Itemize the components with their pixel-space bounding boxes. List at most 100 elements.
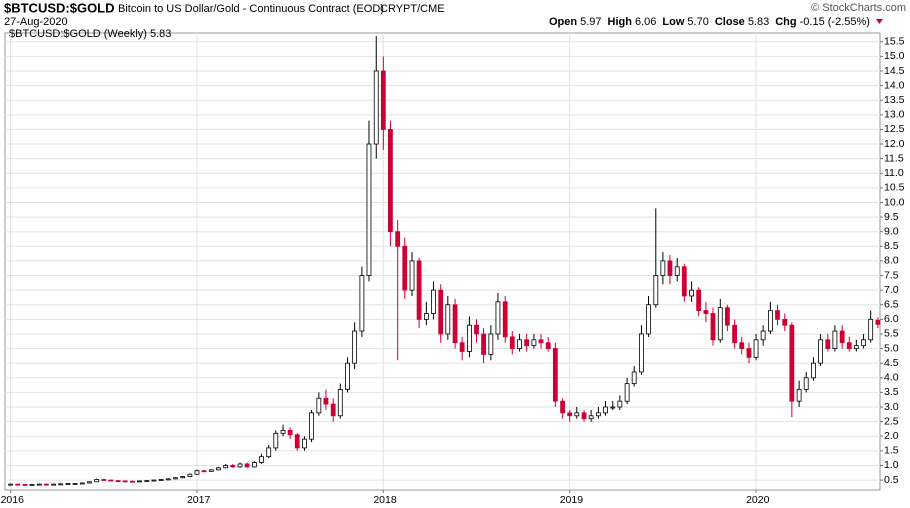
candle-body (474, 324, 479, 335)
candle-body (567, 412, 573, 417)
candle-body (452, 304, 458, 344)
candle-body (72, 483, 78, 485)
y-tick-label: 12.0 (884, 138, 905, 150)
candle-body (29, 484, 35, 486)
candle-body (280, 429, 286, 434)
candle-body (524, 339, 530, 347)
candle-body (165, 478, 171, 481)
candle-body (710, 313, 716, 341)
candle-body (467, 324, 472, 352)
candle-body (603, 406, 608, 414)
y-tick-label: 4.5 (884, 357, 899, 369)
y-tick-label: 11.0 (884, 167, 904, 179)
candle-body (502, 301, 508, 338)
readout-value: 5.70 (687, 16, 708, 28)
candle-body (624, 383, 630, 402)
candle-body (667, 260, 673, 276)
y-tick-label: 9.5 (884, 211, 899, 223)
candle-body (746, 348, 752, 358)
candle-body (495, 301, 501, 335)
candle-body (15, 483, 21, 486)
candle-body (244, 463, 250, 468)
candle-body (115, 480, 121, 483)
candle-body (8, 483, 13, 486)
candle-body (825, 339, 831, 349)
candle-body (689, 289, 694, 297)
candle-body (144, 480, 150, 483)
y-tick-label: 8.5 (884, 240, 899, 252)
candle-body (868, 318, 874, 341)
candle-body (223, 465, 229, 469)
candle-body (732, 324, 738, 344)
y-tick-label: 9.0 (884, 225, 899, 237)
y-tick-label: 2.5 (884, 415, 899, 427)
candle-body (811, 362, 816, 379)
candles (8, 35, 881, 486)
candle-body (215, 467, 221, 471)
candle-body (94, 479, 100, 483)
y-tick-label: 13.5 (884, 94, 905, 106)
symbol: $BTCUSD:$GOLD (4, 0, 115, 15)
candle-body (696, 289, 702, 311)
candle-body (22, 484, 28, 486)
x-tick-label: 2020 (746, 494, 770, 506)
candle-body (610, 406, 616, 409)
x-tick-label: 2017 (187, 494, 211, 506)
y-tick-label: 15.0 (884, 50, 905, 62)
y-tick-label: 6.0 (884, 313, 899, 325)
candle-body (818, 339, 823, 364)
readout-label: Open (549, 16, 577, 28)
candle-body (337, 389, 343, 417)
candle-body (617, 400, 623, 408)
candle-body (180, 476, 186, 479)
readout-label: High (608, 16, 633, 28)
candle-body (846, 342, 852, 349)
candle-body (538, 339, 544, 344)
plot-frame (4, 32, 881, 491)
x-tick-label: 2016 (1, 494, 25, 506)
readout-label: Close (715, 16, 745, 28)
y-tick-label: 2.0 (884, 430, 899, 442)
candle-body (187, 473, 193, 477)
y-tick-label: 1.5 (884, 445, 899, 457)
candle-body (560, 400, 566, 414)
candle-body (753, 339, 759, 358)
readout-value: 5.83 (748, 16, 769, 28)
candle-body (65, 483, 71, 485)
candle-body (653, 275, 659, 306)
candle-body (388, 129, 393, 233)
candle-body (158, 479, 164, 481)
candle-body (853, 345, 859, 349)
candle-body (345, 362, 350, 390)
y-tick-label: 10.5 (884, 182, 905, 194)
legend: $BTCUSD:$GOLD (Weekly) 5.83 (9, 28, 171, 40)
y-tick-label: 11.5 (884, 152, 904, 164)
readout-value: -0.15 (-2.55%) (800, 16, 870, 28)
candle-body (775, 310, 780, 320)
candle-body (251, 462, 257, 468)
candle-body (681, 266, 687, 297)
y-tick-label: 8.0 (884, 255, 899, 267)
candle-body (352, 330, 358, 364)
candle-body (724, 307, 730, 326)
candle-body (79, 482, 85, 485)
y-tick-label: 6.5 (884, 299, 899, 311)
candle-body (488, 333, 494, 355)
y-tick-label: 12.5 (884, 123, 905, 135)
y-tick-label: 4.0 (884, 372, 899, 384)
candle-body (287, 429, 293, 436)
candle-body (803, 377, 809, 390)
candle-body (481, 333, 486, 355)
candle-body (330, 403, 336, 417)
y-tick-label: 7.0 (884, 284, 899, 296)
candle-body (323, 397, 329, 405)
y-tick-label: 5.0 (884, 342, 899, 354)
candle-body (674, 266, 680, 276)
candle-body (875, 319, 881, 325)
ohlc-readout: Open 5.97 High 6.06 Low 5.70 Close 5.83 Chg -0.15… (549, 16, 883, 28)
candle-body (545, 342, 551, 349)
readout-value: 5.97 (580, 16, 601, 28)
candle-body (130, 480, 135, 483)
readout-value: 6.06 (635, 16, 656, 28)
